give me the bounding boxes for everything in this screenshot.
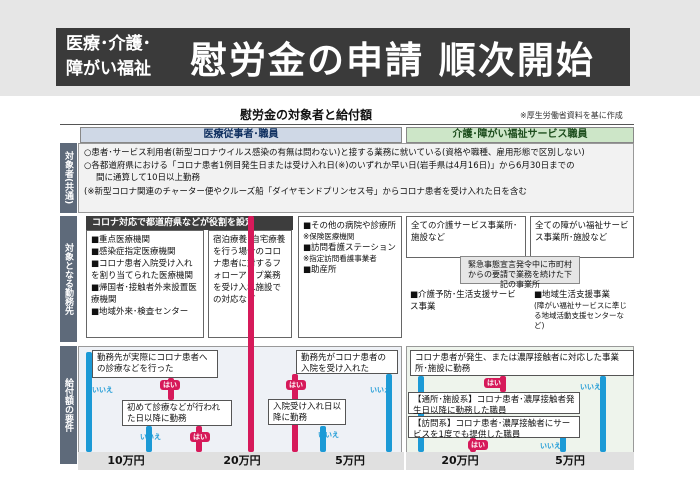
list-item: ■助産所 <box>303 265 337 275</box>
prefecture-role-header: コロナ対応で都道府県などが役割を設定 <box>86 216 293 230</box>
amount-50k-care: 5万円 <box>555 454 585 467</box>
source-note: ※厚生労働省資料を基に作成 <box>520 111 623 120</box>
requirement-box-after-admission: 入院受け入れ日以降に勤務 <box>268 399 346 425</box>
label-yes: いいえ <box>540 442 561 450</box>
workplace-box-regional: ■地域生活支援事業 (障がい福祉サービスに準じる地域活動支援センターなど) <box>530 286 634 338</box>
amount-bar <box>78 452 634 470</box>
flow-line-no <box>248 216 254 452</box>
amount-200k-care: 20万円 <box>441 454 479 467</box>
workplace-box-care: 全ての介護サービス事業所･施設など <box>406 216 526 258</box>
flow-line-yes <box>386 374 392 452</box>
list-item-note: (障がい福祉サービスに準じる地域活動支援センターなど) <box>534 301 627 330</box>
list-item: ■重点医療機関 <box>91 235 151 245</box>
requirement-box-visiting: 【訪問系】コロナ患者･濃厚接触者にサービスを1度でも提供した職員 <box>408 416 580 440</box>
workplace-box-prevention: ■介護予防･生活支援サービス事業 <box>410 290 516 312</box>
flow-line-yes <box>418 376 424 452</box>
requirement-box-admitted: 勤務先がコロナ患者の入院を受け入れた <box>296 350 398 374</box>
column-separator <box>404 346 406 470</box>
label-yes: いいえ <box>318 431 339 439</box>
label-yes: いいえ <box>580 383 601 391</box>
header-category-line1: 医療･介護･ <box>66 34 151 54</box>
list-item: ■地域生活支援事業 <box>534 290 611 300</box>
list-item: ■その他の病院や診療所 <box>303 221 397 231</box>
amount-50k-medical: 5万円 <box>335 454 365 467</box>
label-yes: いいえ <box>370 386 391 394</box>
flow-line-yes <box>600 376 606 452</box>
common-condition-2: ○各都道府県における「コロナ患者1例目発生日または受け入れ日(※)のいずれか早い… <box>84 161 575 171</box>
requirement-box-treated: 勤務先が実際にコロナ患者への診療などを行った <box>92 350 218 378</box>
flow-line-yes <box>320 426 326 452</box>
list-item: ※指定訪問看護事業者 <box>303 254 377 263</box>
requirement-box-after-first: 初めて診療などが行われた日以降に勤務 <box>122 400 232 426</box>
requirement-box-facility: 【通所･施設系】コロナ患者･濃厚接触者発生日以降に勤務した職員 <box>408 392 580 416</box>
list-item: ■帰国者･接触者外来設置医療機関 <box>91 283 197 305</box>
label-no: はい <box>484 378 504 388</box>
label-no: はい <box>468 440 488 450</box>
infographic-title: 慰労金の対象者と給付額 <box>240 108 373 122</box>
page-title: 慰労金の申請 順次開始 <box>190 39 595 82</box>
common-condition-note: (※新型コロナ関連のチャーター便やクルーズ船「ダイヤモンドプリンセス号」からコロ… <box>84 187 527 197</box>
amount-200k-medical: 20万円 <box>223 454 261 467</box>
emergency-request-note: 緊急事態宣言発令中に市町村からの要請で業務を続けた下記の事業所 <box>460 256 580 289</box>
list-item: ■感染症指定医療機関 <box>91 247 176 257</box>
row-label-workplace: 対象となる勤務先 <box>60 216 77 342</box>
label-no: はい <box>286 380 306 390</box>
header-category-line2: 障がい福祉 <box>66 59 151 79</box>
requirement-box-care-outbreak: コロナ患者が発生、または濃厚接触者に対応した事業所･施設に勤務 <box>410 350 634 376</box>
common-condition-2-cont: 間に通算して10日以上勤務 <box>96 173 201 183</box>
list-item: ※保険医療機関 <box>303 232 355 241</box>
header-banner <box>56 28 630 86</box>
list-item: ■地域外来･検査センター <box>91 307 189 317</box>
flow-line-yes <box>86 352 92 452</box>
list-item: ■訪問看護ステーション <box>303 243 396 253</box>
row-label-target: 対象者(共通) <box>60 143 77 213</box>
common-condition-1: ○患者･サービス利用者(新型コロナウイルス感染の有無は問わない)と接する業務に就… <box>84 148 585 158</box>
label-yes: いいえ <box>92 386 113 394</box>
amount-100k: 10万円 <box>107 454 145 467</box>
flow-line-yes <box>560 426 566 452</box>
common-conditions-box <box>78 143 634 213</box>
label-yes: いいえ <box>140 433 161 441</box>
flow-line-yes <box>146 426 152 452</box>
column-header-care: 介護･障がい福祉サービス職員 <box>406 127 634 143</box>
title-divider <box>60 124 634 125</box>
workplace-box-prefecture: ■重点医療機関 ■感染症指定医療機関 ■コロナ患者入院受け入れを割り当てられた医… <box>86 230 204 338</box>
label-no: はい <box>190 432 210 442</box>
column-header-medical: 医療従事者･職員 <box>80 127 402 143</box>
label-no: はい <box>160 380 180 390</box>
row-label-requirement: 給付額の要件 <box>60 346 77 464</box>
workplace-box-disability: 全ての障がい福祉サービス事業所･施設など <box>530 216 634 258</box>
workplace-box-other: ■その他の病院や診療所 ※保険医療機関 ■訪問看護ステーション ※指定訪問看護事… <box>298 216 402 338</box>
list-item: ■コロナ患者入院受け入れを割り当てられた医療機関 <box>91 259 194 281</box>
